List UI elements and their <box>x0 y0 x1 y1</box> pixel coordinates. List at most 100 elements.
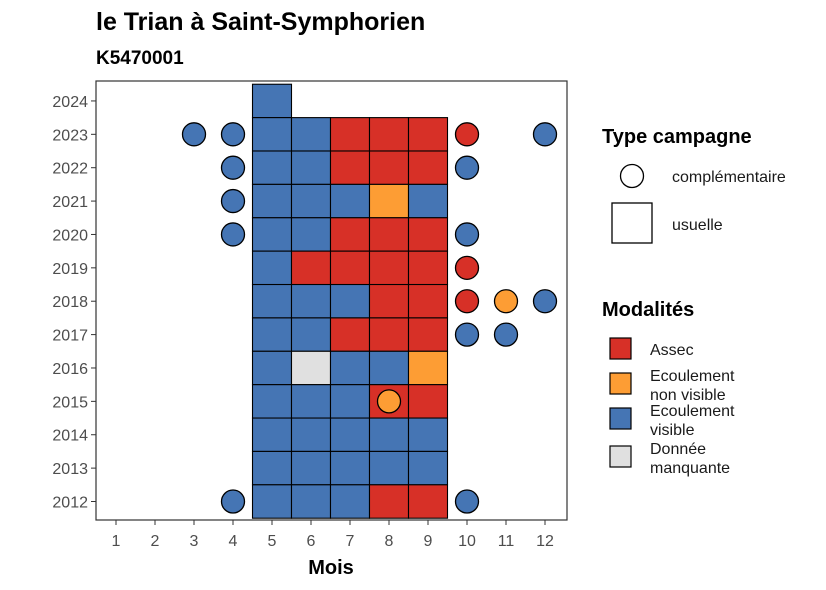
tile-2023-8 <box>368 117 410 152</box>
tile-2022-6 <box>290 150 332 185</box>
legend-key-assec <box>609 337 632 360</box>
tile-2015-9 <box>407 384 449 419</box>
tile-2017-5 <box>251 317 293 352</box>
tile-2012-5 <box>251 484 293 519</box>
tile-2016-7 <box>329 350 371 386</box>
legend-label-ecoulement-non-visible-1: Ecoulement <box>650 368 735 385</box>
legend: Type campagne Modalités complémentaire us… <box>602 126 786 477</box>
point-2012-10 <box>454 489 480 514</box>
tile-2013-5 <box>251 450 293 486</box>
tile-2016-9 <box>407 350 449 386</box>
legend-label-ecoulement-visible-2: visible <box>650 422 695 439</box>
legend-label-usuelle: usuelle <box>672 217 723 234</box>
point-2023-12 <box>532 122 558 147</box>
x-tick-label-5: 5 <box>268 533 277 550</box>
tile-2015-7 <box>329 384 371 419</box>
tile-2017-7 <box>329 317 371 352</box>
legend-label-ecoulement-non-visible-2: non visible <box>650 387 726 404</box>
y-tick-label-2019: 2019 <box>52 261 88 278</box>
x-tick-label-12: 12 <box>536 533 554 550</box>
x-tick-label-2: 2 <box>151 533 160 550</box>
tile-2014-5 <box>251 417 293 452</box>
tile-2012-6 <box>290 484 332 519</box>
tile-2019-9 <box>407 250 449 286</box>
tile-2016-5 <box>251 350 293 386</box>
x-tick-label-8: 8 <box>385 533 394 550</box>
tile-2021-5 <box>251 183 293 219</box>
tile-2022-5 <box>251 150 293 185</box>
point-2015-8 <box>376 389 402 414</box>
tile-2018-5 <box>251 283 293 319</box>
tile-2017-6 <box>290 317 332 352</box>
x-axis-title: Mois <box>308 557 354 579</box>
tile-2012-7 <box>329 484 371 519</box>
tile-2016-8 <box>368 350 410 386</box>
tile-2017-9 <box>407 317 449 352</box>
tile-2014-9 <box>407 417 449 452</box>
y-tick-label-2013: 2013 <box>52 461 88 478</box>
y-tick-label-2023: 2023 <box>52 127 88 144</box>
x-tick-label-7: 7 <box>346 533 355 550</box>
tile-2023-5 <box>251 117 293 152</box>
tile-2013-6 <box>290 450 332 486</box>
tile-2012-9 <box>407 484 449 519</box>
x-tick-label-9: 9 <box>424 533 433 550</box>
point-2021-4 <box>220 188 246 214</box>
tile-2018-8 <box>368 283 410 319</box>
tile-2018-6 <box>290 283 332 319</box>
x-tick-label-10: 10 <box>458 533 476 550</box>
y-tick-label-2024: 2024 <box>52 94 88 111</box>
tile-2024-5 <box>251 83 293 119</box>
legend-fill-title: Modalités <box>602 299 694 321</box>
y-tick-label-2014: 2014 <box>52 428 88 445</box>
tile-2019-5 <box>251 250 293 286</box>
y-tick-label-2017: 2017 <box>52 328 88 345</box>
tile-2014-7 <box>329 417 371 452</box>
x-tick-label-6: 6 <box>307 533 316 550</box>
tile-2020-5 <box>251 217 293 252</box>
legend-key-usuelle <box>611 202 653 244</box>
point-2023-10 <box>454 122 480 147</box>
tile-2015-6 <box>290 384 332 419</box>
x-tick-label-11: 11 <box>498 533 515 550</box>
point-2020-4 <box>220 222 246 247</box>
y-tick-label-2020: 2020 <box>52 227 88 244</box>
tile-2020-8 <box>368 217 410 252</box>
point-2019-10 <box>454 255 480 280</box>
tile-2021-9 <box>407 183 449 219</box>
point-2012-4 <box>220 489 246 514</box>
tile-2023-7 <box>329 117 371 152</box>
tile-2019-6 <box>290 250 332 286</box>
y-tick-label-2021: 2021 <box>52 194 88 211</box>
x-tick-label-3: 3 <box>190 533 199 550</box>
y-tick-label-2016: 2016 <box>52 361 88 378</box>
legend-label-donn-e-manquante-2: manquante <box>650 460 730 477</box>
point-2022-10 <box>454 155 480 180</box>
tile-2012-8 <box>368 484 410 519</box>
tile-2017-8 <box>368 317 410 352</box>
tile-2019-7 <box>329 250 371 286</box>
point-2020-10 <box>454 222 480 247</box>
legend-label-complementaire: complémentaire <box>672 169 786 186</box>
chart-title: le Trian à Saint-Symphorien <box>96 8 425 36</box>
tile-2014-8 <box>368 417 410 452</box>
tile-2021-7 <box>329 183 371 219</box>
point-2023-3 <box>181 122 207 147</box>
legend-shape-title: Type campagne <box>602 126 752 148</box>
tile-2022-9 <box>407 150 449 185</box>
tile-2013-7 <box>329 450 371 486</box>
y-tick-label-2022: 2022 <box>52 161 88 178</box>
tile-2013-8 <box>368 450 410 486</box>
point-2018-11 <box>493 289 519 314</box>
tile-2022-8 <box>368 150 410 185</box>
tile-2023-6 <box>290 117 332 152</box>
x-tick-label-1: 1 <box>112 533 121 550</box>
point-2018-12 <box>532 289 558 314</box>
tile-2018-9 <box>407 283 449 319</box>
legend-label-assec-1: Assec <box>650 342 694 359</box>
point-2018-10 <box>454 289 480 314</box>
panel-border <box>95 80 568 521</box>
tile-2014-6 <box>290 417 332 452</box>
legend-key-ecoulement-visible <box>609 407 632 430</box>
